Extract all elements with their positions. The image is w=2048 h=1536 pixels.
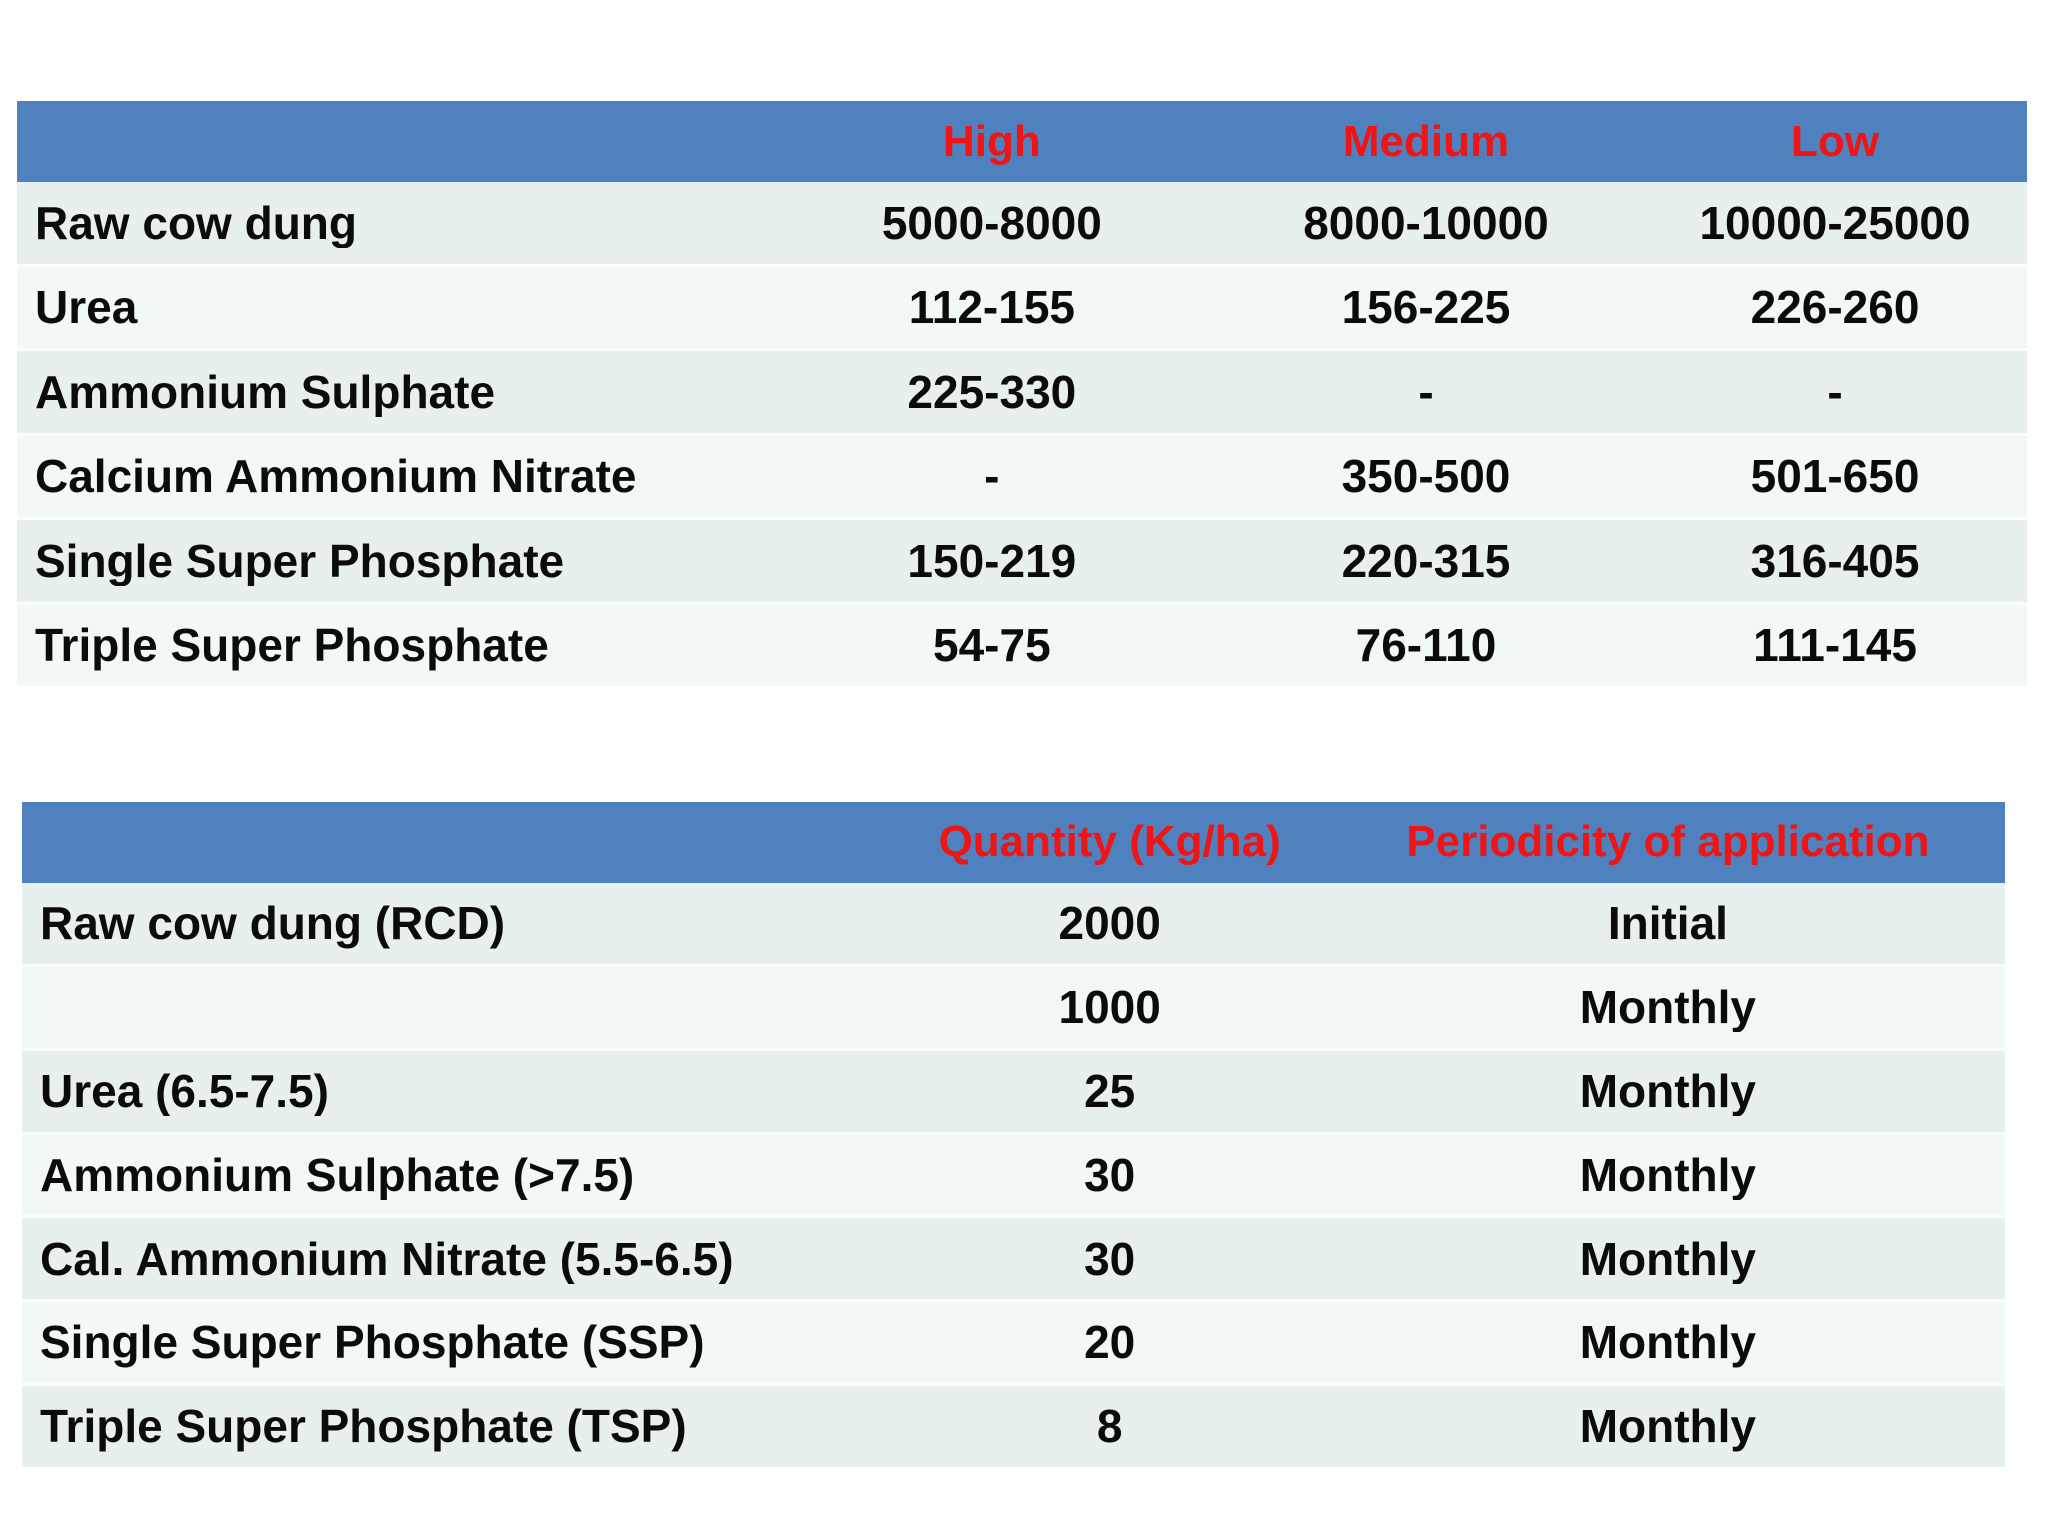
table-row: Calcium Ammonium Nitrate - 350-500 501-6… (17, 432, 2027, 518)
row-name: Ammonium Sulphate (35, 366, 496, 418)
schedule-table-header-row: Quantity (Kg/ha) Periodicity of applicat… (22, 802, 2005, 883)
range-header-high: High (942, 117, 1041, 166)
row-medium: 8000-10000 (1303, 197, 1549, 249)
table-row: Raw cow dung 5000-8000 8000-10000 10000-… (17, 182, 2027, 264)
row-low: 501-650 (1750, 451, 1920, 502)
row-low: 10000-25000 (1699, 197, 1971, 249)
row-name: Ammonium Sulphate (>7.5) (40, 1149, 635, 1201)
row-periodicity: Monthly (1579, 1065, 1757, 1117)
row-name: Cal. Ammonium Nitrate (5.5-6.5) (40, 1233, 734, 1285)
row-high: 5000-8000 (881, 197, 1102, 249)
row-quantity: 8 (1096, 1401, 1123, 1452)
row-high: 112-155 (908, 282, 1075, 333)
row-name: Calcium Ammonium Nitrate (35, 451, 637, 502)
row-high: 225-330 (907, 366, 1077, 418)
table-row: Ammonium Sulphate 225-330 - - (17, 348, 2027, 433)
row-periodicity: Monthly (1579, 1317, 1757, 1368)
row-quantity: 2000 (1058, 898, 1161, 949)
range-header-medium: Medium (1342, 117, 1510, 166)
row-medium: 220-315 (1341, 535, 1511, 587)
row-high: - (984, 451, 1000, 502)
row-quantity: 30 (1084, 1233, 1136, 1285)
schedule-header-quantity: Quantity (Kg/ha) (938, 818, 1281, 867)
row-name: Triple Super Phosphate (TSP) (40, 1401, 687, 1452)
fertilizer-range-table: High Medium Low Raw cow dung 5000-8000 8… (17, 101, 2027, 686)
row-high: 54-75 (933, 619, 1051, 671)
row-low: 226-260 (1750, 282, 1920, 333)
row-low: 316-405 (1750, 535, 1920, 587)
table-row: 1000 Monthly (22, 963, 2005, 1048)
row-quantity: 20 (1084, 1317, 1136, 1368)
application-schedule-table: Quantity (Kg/ha) Periodicity of applicat… (22, 802, 2005, 1467)
table-row: Triple Super Phosphate 54-75 76-110 111-… (17, 601, 2027, 686)
row-low: 111-145 (1753, 619, 1917, 671)
row-name: Triple Super Phosphate (35, 619, 549, 671)
row-name: Urea (6.5-7.5) (40, 1065, 329, 1117)
row-medium: - (1418, 366, 1434, 418)
row-periodicity: Monthly (1579, 1401, 1757, 1452)
table-row: Raw cow dung (RCD) 2000 Initial (22, 882, 2005, 964)
row-periodicity: Monthly (1579, 1233, 1757, 1285)
row-quantity: 30 (1084, 1149, 1136, 1201)
row-medium: 350-500 (1341, 451, 1511, 502)
range-header-low: Low (1791, 117, 1880, 166)
table-row: Cal. Ammonium Nitrate (5.5-6.5) 30 Month… (22, 1215, 2005, 1300)
table-row: Urea (6.5-7.5) 25 Monthly (22, 1047, 2005, 1132)
row-name: Single Super Phosphate (35, 535, 565, 587)
row-high: 150-219 (907, 535, 1077, 587)
row-medium: 76-110 (1355, 619, 1497, 671)
row-name: Urea (35, 282, 138, 333)
table-row: Single Super Phosphate (SSP) 20 Monthly (22, 1299, 2005, 1384)
row-periodicity: Initial (1607, 898, 1728, 949)
table-row: Single Super Phosphate 150-219 220-315 3… (17, 517, 2027, 602)
row-name: Raw cow dung (35, 197, 357, 249)
row-medium: 156-225 (1341, 282, 1511, 333)
table-row: Ammonium Sulphate (>7.5) 30 Monthly (22, 1131, 2005, 1216)
table-row: Urea 112-155 156-225 226-260 (17, 263, 2027, 349)
schedule-header-periodicity: Periodicity of application (1406, 818, 1930, 867)
row-periodicity: Monthly (1579, 1149, 1757, 1201)
row-name: Raw cow dung (RCD) (40, 898, 506, 949)
row-quantity: 1000 (1058, 981, 1161, 1033)
table-row: Triple Super Phosphate (TSP) 8 Monthly (22, 1383, 2005, 1467)
row-quantity: 25 (1084, 1065, 1136, 1117)
row-name: Single Super Phosphate (SSP) (40, 1317, 705, 1368)
row-low: - (1827, 366, 1843, 418)
range-table-header-row: High Medium Low (17, 101, 2027, 183)
row-periodicity: Monthly (1579, 981, 1757, 1033)
